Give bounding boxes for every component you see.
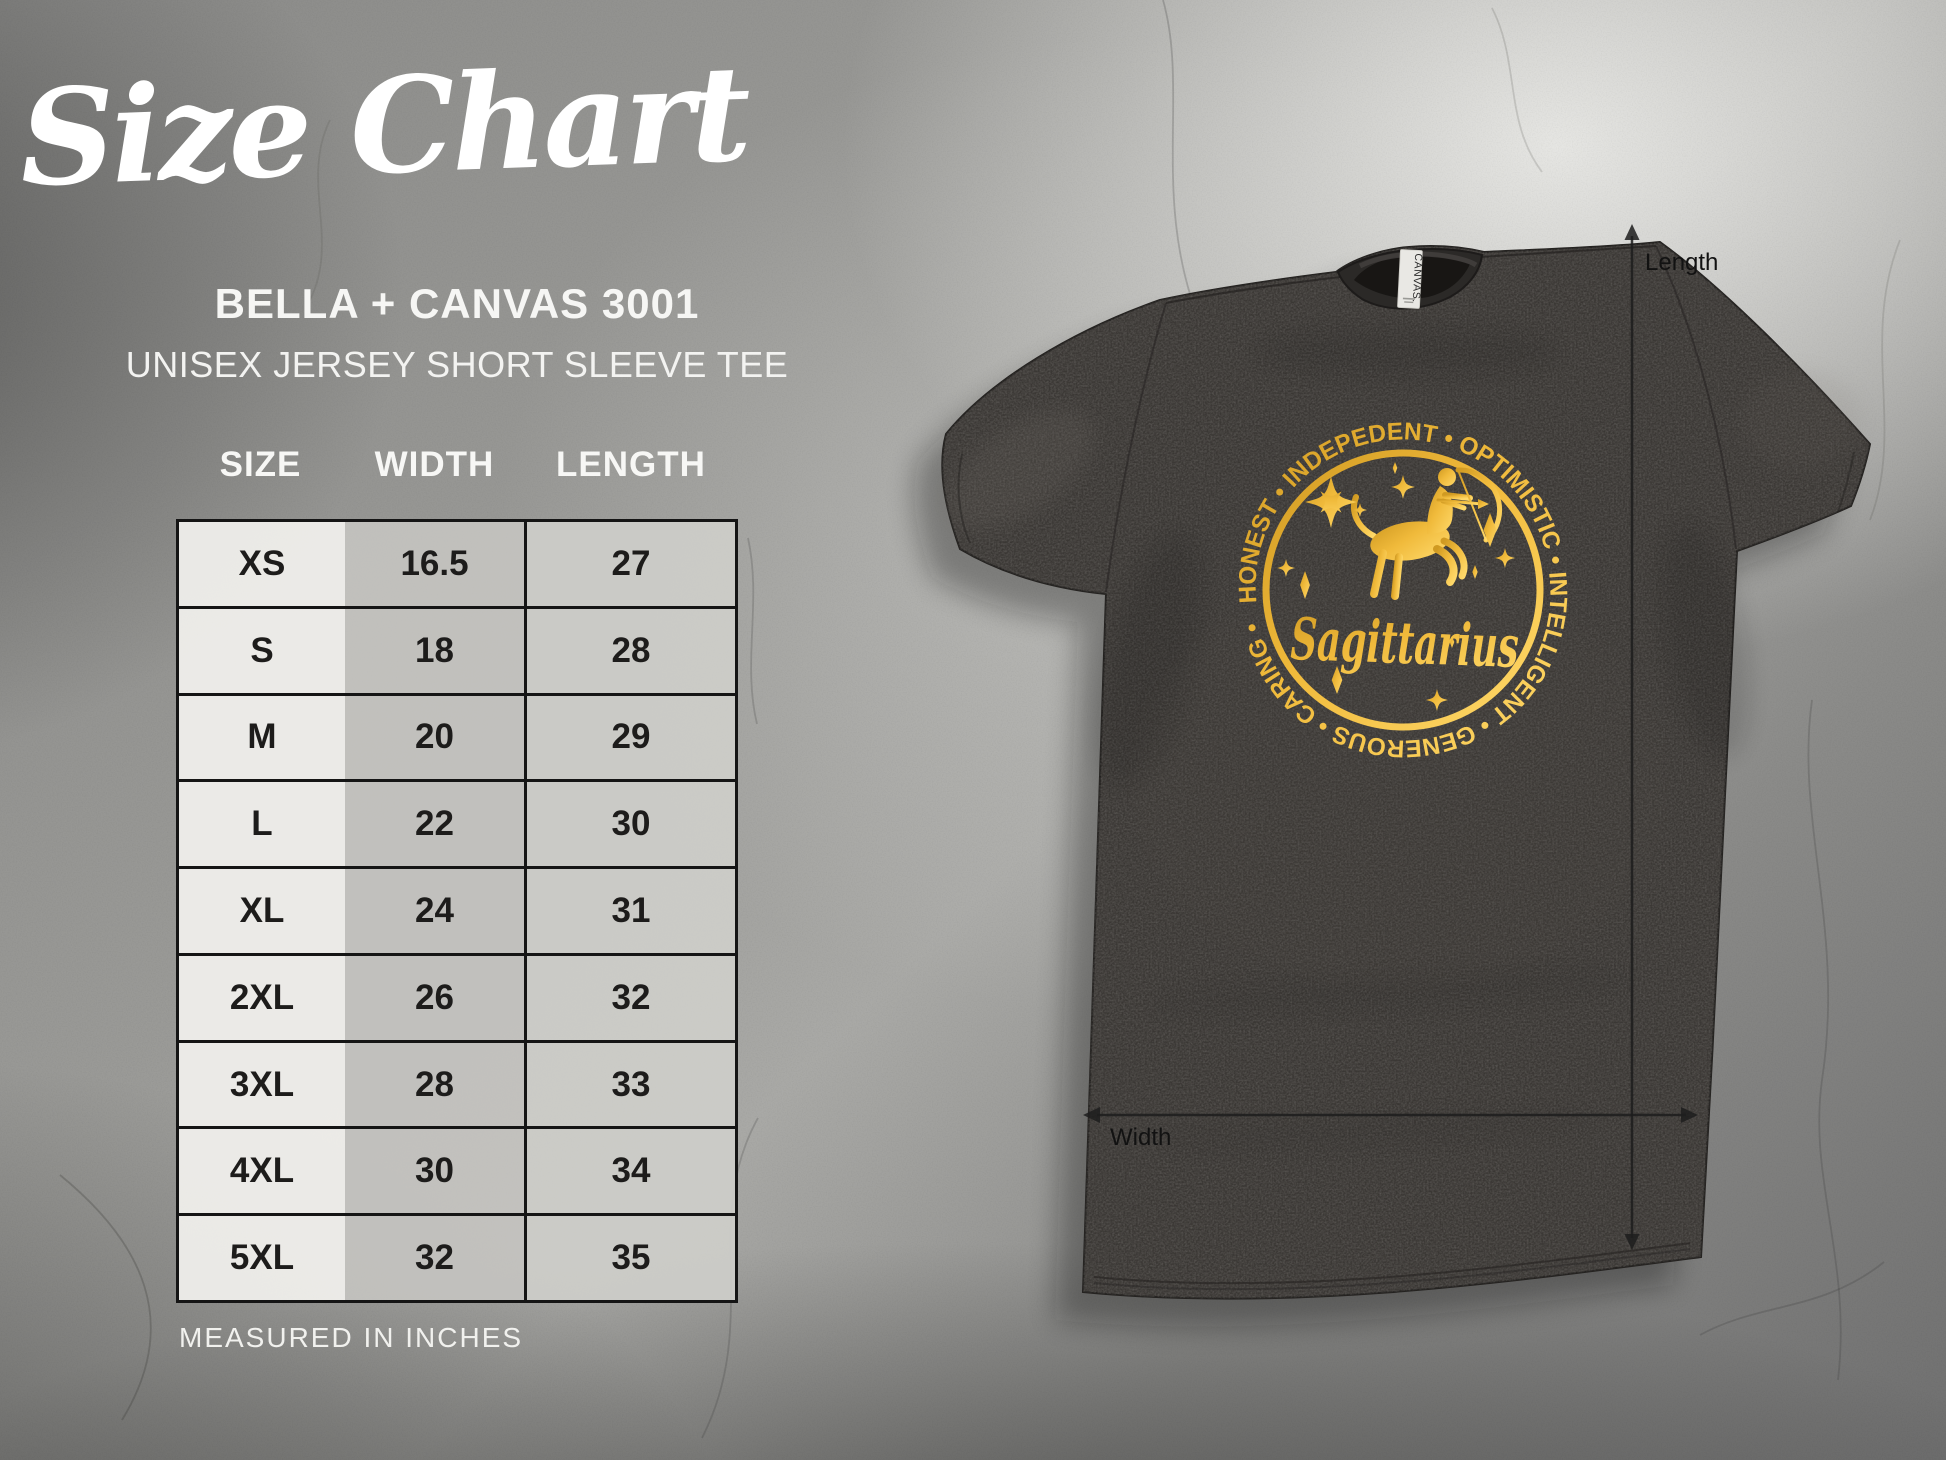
length-cell: 29: [524, 695, 735, 780]
tshirt-graphic: CANVAS.: [941, 240, 1872, 1300]
size-chart-header: SIZE WIDTH LENGTH: [176, 436, 738, 494]
width-cell: 32: [345, 1216, 524, 1301]
brand-line: BELLA + CANVAS 3001: [214, 280, 700, 327]
size-cell: 3XL: [179, 1042, 345, 1127]
length-cell: 32: [524, 955, 735, 1040]
sagittarius-script: Sagittarius: [1290, 605, 1520, 681]
size-cell: M: [179, 695, 345, 780]
table-row: S 18 28: [179, 605, 735, 693]
length-arrowhead-top: [1624, 224, 1640, 240]
width-cell: 22: [345, 782, 524, 867]
width-cell: 18: [345, 608, 524, 693]
product-line: UNISEX JERSEY SHORT SLEEVE TEE: [125, 344, 789, 385]
width-arrowhead-right: [1681, 1107, 1698, 1123]
width-cell: 16.5: [345, 522, 524, 606]
footnote: MEASURED IN INCHES: [179, 1322, 524, 1353]
table-row: M 20 29: [179, 692, 735, 780]
column-label-width: WIDTH: [374, 445, 495, 484]
width-cell: 24: [345, 869, 524, 953]
neck-label: CANVAS.: [1397, 249, 1425, 309]
measurement-annotations: Length Width: [1083, 224, 1718, 1250]
neck-label-text: CANVAS.: [1410, 253, 1425, 303]
table-row: 4XL 30 34: [179, 1126, 735, 1214]
width-cell: 30: [345, 1129, 524, 1214]
size-cell: XS: [179, 522, 345, 606]
page-title: Size Chart: [17, 36, 750, 217]
table-row: 5XL 32 35: [179, 1213, 735, 1301]
table-row: L 22 30: [179, 779, 735, 867]
length-cell: 28: [524, 608, 735, 693]
width-cell: 26: [345, 955, 524, 1040]
size-cell: S: [179, 608, 345, 693]
width-cell: 28: [345, 1042, 524, 1127]
centaur-archer-icon: [1351, 467, 1503, 600]
table-row: XL 24 31: [179, 866, 735, 953]
design-ring: [1262, 449, 1544, 731]
sparkle-icons: [1277, 462, 1515, 711]
table-row: 2XL 26 32: [179, 952, 735, 1040]
size-cell: L: [179, 782, 345, 867]
concrete-crack-lines: [59, 0, 1901, 1439]
column-label-size: SIZE: [219, 445, 302, 484]
length-cell: 34: [524, 1129, 735, 1214]
fabric-shading: [946, 328, 1860, 1148]
table-row: XS 16.5 27: [179, 522, 735, 606]
length-cell: 33: [524, 1042, 735, 1127]
size-table: XS 16.5 27 S 18 28 M 20 29 L 22 30 XL 24…: [176, 519, 738, 1303]
column-label-length: LENGTH: [556, 445, 706, 484]
table-row: 3XL 28 33: [179, 1039, 735, 1127]
size-cell: XL: [179, 869, 345, 953]
width-cell: 20: [345, 695, 524, 780]
size-cell: 5XL: [179, 1216, 345, 1301]
size-cell: 4XL: [179, 1129, 345, 1214]
length-label: Length: [1645, 249, 1718, 276]
width-arrowhead-left: [1083, 1107, 1100, 1123]
length-cell: 27: [524, 522, 735, 606]
length-arrowhead-bottom: [1624, 1234, 1640, 1250]
width-label: Width: [1110, 1124, 1171, 1151]
seam-lines: [957, 245, 1855, 1291]
length-cell: 31: [524, 869, 735, 953]
length-cell: 30: [524, 782, 735, 867]
length-cell: 35: [524, 1216, 735, 1301]
size-cell: 2XL: [179, 955, 345, 1040]
